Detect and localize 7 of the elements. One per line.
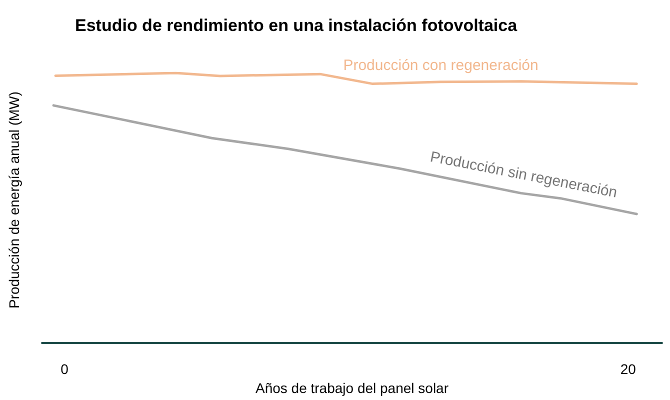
x-axis-title: Años de trabajo del panel solar xyxy=(255,380,449,396)
text: Producción sin regeneración xyxy=(428,148,619,202)
x-tick-label: 0 xyxy=(60,361,69,378)
y-axis-title: Producción de energía anual (MW) xyxy=(6,91,22,309)
x-tick-label: 20 xyxy=(620,361,636,378)
chart-title: Estudio de rendimiento en una instalación fotovoltaica xyxy=(75,16,518,35)
series-label: Producción con regeneración xyxy=(343,56,538,74)
